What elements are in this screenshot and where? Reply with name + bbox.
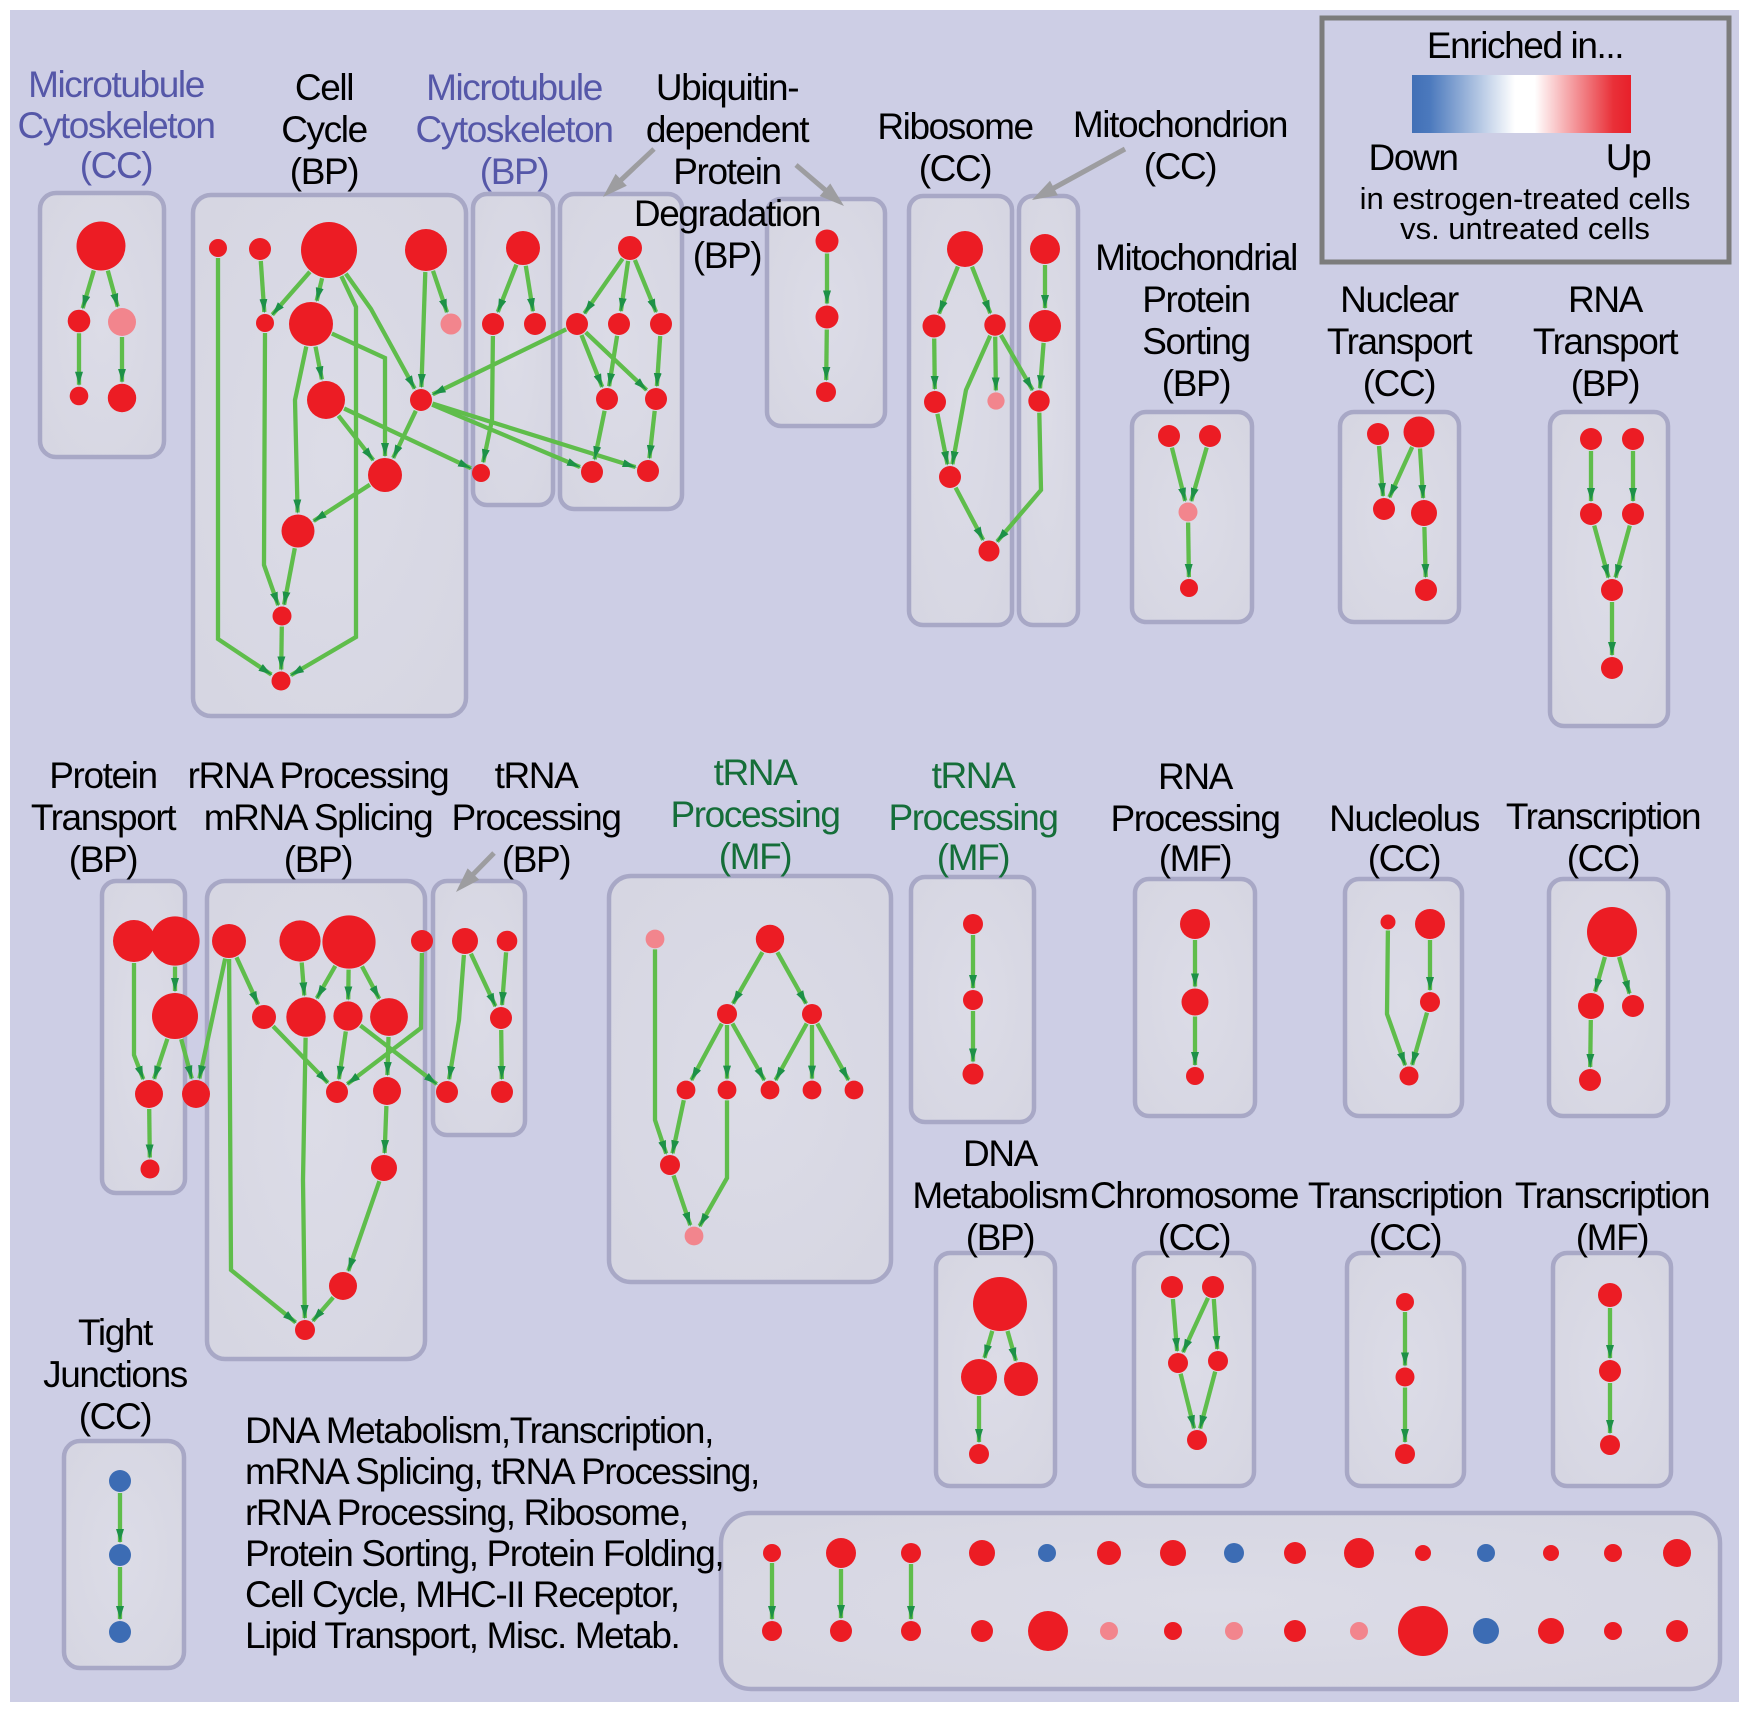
svg-text:Cycle: Cycle — [281, 109, 367, 150]
svg-text:(BP): (BP) — [69, 839, 137, 880]
svg-text:Tight: Tight — [78, 1312, 154, 1353]
svg-text:(MF): (MF) — [1576, 1217, 1649, 1258]
svg-text:Transcription: Transcription — [1308, 1175, 1502, 1216]
svg-text:(BP): (BP) — [966, 1217, 1034, 1258]
svg-text:Transport: Transport — [1533, 321, 1679, 362]
svg-text:Cytoskeleton: Cytoskeleton — [415, 109, 612, 150]
svg-text:tRNA: tRNA — [714, 752, 799, 793]
svg-text:(CC): (CC) — [1144, 146, 1217, 187]
svg-text:Transport: Transport — [31, 797, 177, 838]
svg-text:in estrogen-treated cells: in estrogen-treated cells — [1360, 181, 1691, 216]
svg-text:(BP): (BP) — [1162, 363, 1230, 404]
svg-text:(CC): (CC) — [1369, 1217, 1442, 1258]
svg-text:(MF): (MF) — [937, 837, 1010, 878]
svg-text:Sorting: Sorting — [1142, 321, 1249, 362]
svg-text:Protein: Protein — [49, 755, 156, 796]
svg-text:RNA: RNA — [1568, 279, 1644, 320]
svg-text:tRNA: tRNA — [495, 755, 580, 796]
svg-text:vs. untreated cells: vs. untreated cells — [1400, 211, 1650, 246]
svg-text:(CC): (CC) — [1567, 838, 1640, 879]
svg-text:Transcription: Transcription — [1515, 1175, 1709, 1216]
svg-text:Up: Up — [1606, 137, 1651, 178]
svg-text:mRNA Splicing, tRNA Processing: mRNA Splicing, tRNA Processing, — [245, 1451, 759, 1492]
svg-text:RNA: RNA — [1158, 756, 1234, 797]
svg-text:Metabolism: Metabolism — [912, 1175, 1087, 1216]
svg-text:Lipid Transport, Misc. Metab.: Lipid Transport, Misc. Metab. — [245, 1615, 679, 1656]
svg-text:(CC): (CC) — [1368, 838, 1441, 879]
svg-text:DNA: DNA — [963, 1133, 1039, 1174]
svg-text:(CC): (CC) — [919, 148, 992, 189]
svg-text:Cell Cycle, MHC-II Receptor,: Cell Cycle, MHC-II Receptor, — [245, 1574, 679, 1615]
svg-text:(BP): (BP) — [1571, 363, 1639, 404]
svg-text:(BP): (BP) — [502, 839, 570, 880]
svg-text:Processing: Processing — [670, 794, 839, 835]
svg-text:(BP): (BP) — [284, 839, 352, 880]
svg-text:(CC): (CC) — [1158, 1217, 1231, 1258]
svg-text:Nucleolus: Nucleolus — [1329, 798, 1480, 839]
svg-text:dependent: dependent — [646, 109, 810, 150]
svg-text:Protein: Protein — [673, 151, 780, 192]
svg-text:(BP): (BP) — [480, 151, 548, 192]
svg-text:Mitochondrial: Mitochondrial — [1095, 237, 1297, 278]
svg-text:(BP): (BP) — [693, 235, 761, 276]
svg-text:Ubiquitin-: Ubiquitin- — [656, 67, 798, 108]
svg-text:Microtubule: Microtubule — [426, 67, 602, 108]
svg-text:(MF): (MF) — [1159, 838, 1232, 879]
svg-text:Protein: Protein — [1142, 279, 1249, 320]
svg-text:DNA Metabolism,Transcription,: DNA Metabolism,Transcription, — [245, 1410, 713, 1451]
svg-text:Cytoskeleton: Cytoskeleton — [17, 105, 214, 146]
svg-text:rRNA Processing, Ribosome,: rRNA Processing, Ribosome, — [245, 1492, 688, 1533]
svg-text:Processing: Processing — [451, 797, 620, 838]
svg-text:Down: Down — [1369, 137, 1458, 178]
svg-text:Transcription: Transcription — [1506, 796, 1700, 837]
svg-text:(CC): (CC) — [79, 1396, 152, 1437]
svg-text:Processing: Processing — [888, 797, 1057, 838]
svg-text:(CC): (CC) — [80, 145, 153, 186]
svg-text:(CC): (CC) — [1363, 363, 1436, 404]
svg-text:Processing: Processing — [1110, 798, 1279, 839]
svg-text:Protein Sorting, Protein Foldi: Protein Sorting, Protein Folding, — [245, 1533, 723, 1574]
svg-text:Transport: Transport — [1327, 321, 1473, 362]
svg-text:Nuclear: Nuclear — [1340, 279, 1459, 320]
svg-text:Degradation: Degradation — [634, 193, 820, 234]
svg-text:Chromosome: Chromosome — [1090, 1175, 1298, 1216]
svg-text:rRNA Processing: rRNA Processing — [188, 755, 449, 796]
svg-text:(BP): (BP) — [290, 151, 358, 192]
svg-text:Microtubule: Microtubule — [28, 64, 204, 105]
svg-text:Enriched in...: Enriched in... — [1427, 25, 1623, 66]
svg-text:mRNA Splicing: mRNA Splicing — [204, 797, 433, 838]
svg-text:Mitochondrion: Mitochondrion — [1073, 104, 1287, 145]
svg-text:(MF): (MF) — [719, 836, 792, 877]
svg-text:Junctions: Junctions — [43, 1354, 188, 1395]
svg-text:tRNA: tRNA — [932, 755, 1017, 796]
svg-text:Cell: Cell — [295, 67, 353, 108]
svg-text:Ribosome: Ribosome — [877, 106, 1032, 147]
